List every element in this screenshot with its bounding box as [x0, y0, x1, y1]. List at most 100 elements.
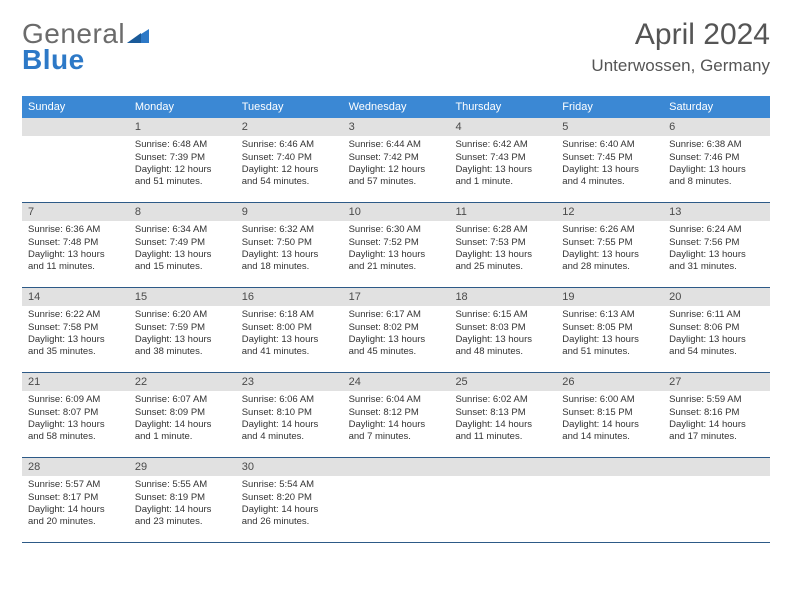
- day-line: Sunset: 7:52 PM: [349, 237, 444, 249]
- day-line: and 25 minutes.: [455, 261, 550, 273]
- day-cell: 30Sunrise: 5:54 AMSunset: 8:20 PMDayligh…: [236, 458, 343, 542]
- day-details: Sunrise: 6:18 AMSunset: 8:00 PMDaylight:…: [236, 306, 343, 364]
- day-line: Sunrise: 6:34 AM: [135, 224, 230, 236]
- day-line: and 15 minutes.: [135, 261, 230, 273]
- day-cell: 1Sunrise: 6:48 AMSunset: 7:39 PMDaylight…: [129, 118, 236, 202]
- day-line: Daylight: 14 hours: [135, 504, 230, 516]
- day-line: Sunrise: 6:48 AM: [135, 139, 230, 151]
- day-line: Sunrise: 6:09 AM: [28, 394, 123, 406]
- day-cell: 5Sunrise: 6:40 AMSunset: 7:45 PMDaylight…: [556, 118, 663, 202]
- day-line: and 35 minutes.: [28, 346, 123, 358]
- day-cell: 20Sunrise: 6:11 AMSunset: 8:06 PMDayligh…: [663, 288, 770, 372]
- day-number: 9: [236, 203, 343, 221]
- day-details: Sunrise: 6:09 AMSunset: 8:07 PMDaylight:…: [22, 391, 129, 449]
- day-line: Daylight: 13 hours: [669, 164, 764, 176]
- day-line: Daylight: 13 hours: [562, 334, 657, 346]
- day-number: 19: [556, 288, 663, 306]
- day-line: Daylight: 14 hours: [455, 419, 550, 431]
- day-number: 13: [663, 203, 770, 221]
- day-line: Sunrise: 6:06 AM: [242, 394, 337, 406]
- day-line: Daylight: 14 hours: [562, 419, 657, 431]
- day-line: Daylight: 13 hours: [669, 249, 764, 261]
- day-number: 10: [343, 203, 450, 221]
- day-line: and 23 minutes.: [135, 516, 230, 528]
- day-line: and 1 minute.: [135, 431, 230, 443]
- day-details: Sunrise: 5:57 AMSunset: 8:17 PMDaylight:…: [22, 476, 129, 534]
- day-line: Sunrise: 6:38 AM: [669, 139, 764, 151]
- day-line: Sunset: 7:59 PM: [135, 322, 230, 334]
- day-cell: [22, 118, 129, 202]
- day-line: Sunrise: 5:59 AM: [669, 394, 764, 406]
- day-line: Sunrise: 6:11 AM: [669, 309, 764, 321]
- day-line: and 18 minutes.: [242, 261, 337, 273]
- day-cell: 17Sunrise: 6:17 AMSunset: 8:02 PMDayligh…: [343, 288, 450, 372]
- week-row: 21Sunrise: 6:09 AMSunset: 8:07 PMDayligh…: [22, 373, 770, 458]
- day-details: Sunrise: 6:00 AMSunset: 8:15 PMDaylight:…: [556, 391, 663, 449]
- weekday-header-row: SundayMondayTuesdayWednesdayThursdayFrid…: [22, 96, 770, 118]
- day-line: Daylight: 14 hours: [242, 419, 337, 431]
- day-cell: 18Sunrise: 6:15 AMSunset: 8:03 PMDayligh…: [449, 288, 556, 372]
- day-line: Sunset: 8:03 PM: [455, 322, 550, 334]
- day-number: 6: [663, 118, 770, 136]
- day-cell: 29Sunrise: 5:55 AMSunset: 8:19 PMDayligh…: [129, 458, 236, 542]
- day-line: Sunset: 8:12 PM: [349, 407, 444, 419]
- week-row: 1Sunrise: 6:48 AMSunset: 7:39 PMDaylight…: [22, 118, 770, 203]
- day-line: and 28 minutes.: [562, 261, 657, 273]
- day-cell: 9Sunrise: 6:32 AMSunset: 7:50 PMDaylight…: [236, 203, 343, 287]
- day-line: Sunset: 8:07 PM: [28, 407, 123, 419]
- title-block: April 2024 Unterwossen, Germany: [591, 18, 770, 76]
- day-line: Sunset: 7:39 PM: [135, 152, 230, 164]
- day-number: 20: [663, 288, 770, 306]
- day-number: 15: [129, 288, 236, 306]
- weekday-header: Thursday: [449, 96, 556, 118]
- week-row: 14Sunrise: 6:22 AMSunset: 7:58 PMDayligh…: [22, 288, 770, 373]
- day-number: 11: [449, 203, 556, 221]
- weeks-container: 1Sunrise: 6:48 AMSunset: 7:39 PMDaylight…: [22, 118, 770, 543]
- day-line: Daylight: 12 hours: [242, 164, 337, 176]
- logo-text-part2: Blue: [22, 44, 85, 75]
- day-line: Sunrise: 6:26 AM: [562, 224, 657, 236]
- day-details: Sunrise: 6:34 AMSunset: 7:49 PMDaylight:…: [129, 221, 236, 279]
- calendar: SundayMondayTuesdayWednesdayThursdayFrid…: [22, 96, 770, 543]
- day-line: Sunrise: 6:30 AM: [349, 224, 444, 236]
- day-line: Daylight: 13 hours: [135, 334, 230, 346]
- weekday-header: Friday: [556, 96, 663, 118]
- day-line: Sunrise: 5:55 AM: [135, 479, 230, 491]
- weekday-header: Saturday: [663, 96, 770, 118]
- day-line: Daylight: 13 hours: [349, 249, 444, 261]
- weekday-header: Sunday: [22, 96, 129, 118]
- day-line: Sunset: 8:20 PM: [242, 492, 337, 504]
- day-line: Daylight: 12 hours: [135, 164, 230, 176]
- day-details: Sunrise: 6:20 AMSunset: 7:59 PMDaylight:…: [129, 306, 236, 364]
- day-number: 28: [22, 458, 129, 476]
- day-line: Sunset: 7:55 PM: [562, 237, 657, 249]
- day-line: Sunset: 8:16 PM: [669, 407, 764, 419]
- day-details: Sunrise: 6:06 AMSunset: 8:10 PMDaylight:…: [236, 391, 343, 449]
- day-line: Sunrise: 6:28 AM: [455, 224, 550, 236]
- month-title: April 2024: [591, 18, 770, 52]
- day-line: Sunset: 7:58 PM: [28, 322, 123, 334]
- weekday-header: Tuesday: [236, 96, 343, 118]
- day-line: Daylight: 13 hours: [455, 164, 550, 176]
- day-number: 30: [236, 458, 343, 476]
- day-number: [22, 118, 129, 136]
- day-line: and 20 minutes.: [28, 516, 123, 528]
- day-line: Sunset: 7:43 PM: [455, 152, 550, 164]
- day-line: Sunset: 7:42 PM: [349, 152, 444, 164]
- day-cell: 23Sunrise: 6:06 AMSunset: 8:10 PMDayligh…: [236, 373, 343, 457]
- day-cell: 13Sunrise: 6:24 AMSunset: 7:56 PMDayligh…: [663, 203, 770, 287]
- day-number: 12: [556, 203, 663, 221]
- day-line: Sunset: 7:46 PM: [669, 152, 764, 164]
- day-line: Sunset: 7:53 PM: [455, 237, 550, 249]
- day-line: Daylight: 13 hours: [28, 419, 123, 431]
- day-number: [343, 458, 450, 476]
- day-line: Sunrise: 6:24 AM: [669, 224, 764, 236]
- day-details: Sunrise: 5:54 AMSunset: 8:20 PMDaylight:…: [236, 476, 343, 534]
- day-number: 8: [129, 203, 236, 221]
- day-number: 18: [449, 288, 556, 306]
- day-number: 4: [449, 118, 556, 136]
- day-line: Daylight: 13 hours: [562, 249, 657, 261]
- day-line: and 17 minutes.: [669, 431, 764, 443]
- day-line: and 41 minutes.: [242, 346, 337, 358]
- day-details: Sunrise: 5:55 AMSunset: 8:19 PMDaylight:…: [129, 476, 236, 534]
